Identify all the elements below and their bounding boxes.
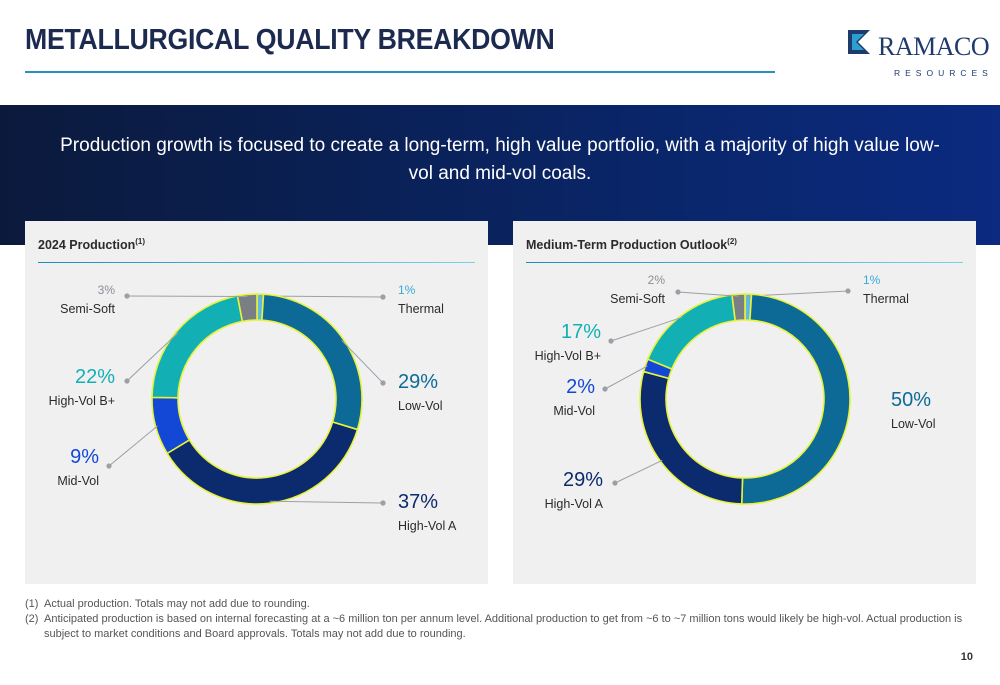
- leader-dot-semi-soft: [675, 289, 681, 295]
- value-label-high-vol-b: 17%: [561, 321, 601, 343]
- leader-line-mid-vol: [108, 425, 158, 467]
- leader-dot-high-vol-a: [380, 500, 386, 506]
- chart-title-2024: 2024 Production(1): [38, 237, 146, 253]
- slice-low-vol: [740, 293, 851, 505]
- value-label-low-vol: 29%: [398, 371, 438, 393]
- category-label-mid-vol: Mid-Vol: [57, 474, 99, 488]
- leader-line-low-vol: [341, 339, 384, 384]
- value-label-low-vol: 50%: [891, 389, 931, 411]
- leader-line-high-vol-b: [610, 316, 683, 342]
- leader-dot-high-vol-b: [124, 378, 130, 384]
- slice-semi-soft: [731, 293, 746, 322]
- donut-chart-outlook: 1% Thermal 50% Low-Vol 29% High-Vol A 2% Mid-Vo…: [535, 273, 936, 511]
- chart-title-outlook: Medium-Term Production Outlook(2): [526, 237, 737, 253]
- value-label-mid-vol: 2%: [566, 376, 595, 398]
- category-label-low-vol: Low-Vol: [891, 417, 935, 431]
- company-logo: RAMACO RESOURCES: [848, 26, 990, 82]
- value-label-mid-vol: 9%: [70, 446, 99, 468]
- slice-semi-soft: [236, 293, 258, 323]
- leader-dot-low-vol: [380, 380, 386, 386]
- page-title: METALLURGICAL QUALITY BREAKDOWN: [25, 24, 555, 56]
- leader-dot-thermal: [845, 288, 851, 294]
- panel-divider: [526, 262, 963, 263]
- category-label-thermal: Thermal: [863, 292, 909, 306]
- value-label-semi-soft: 2%: [648, 273, 666, 287]
- panel-divider: [38, 262, 475, 263]
- leader-dot-high-vol-a: [612, 480, 618, 486]
- slice-high-vol-b: [151, 294, 244, 399]
- leader-dot-high-vol-b: [608, 338, 614, 344]
- category-label-high-vol-a: High-Vol A: [398, 519, 457, 533]
- value-label-high-vol-a: 37%: [398, 491, 438, 513]
- category-label-high-vol-b: High-Vol B+: [49, 394, 115, 408]
- logo-subtitle: RESOURCES: [894, 68, 993, 78]
- logo-mark-icon: [848, 30, 870, 54]
- category-label-semi-soft: Semi-Soft: [60, 302, 115, 316]
- leader-line-high-vol-a: [614, 459, 663, 484]
- value-label-thermal: 1%: [398, 283, 416, 297]
- value-label-high-vol-b: 22%: [75, 366, 115, 388]
- footnotes: (1) Actual production. Totals may not ad…: [25, 597, 980, 642]
- slice-high-vol-a: [639, 370, 744, 505]
- category-label-low-vol: Low-Vol: [398, 399, 442, 413]
- page-number: 10: [960, 651, 973, 663]
- slice-low-vol: [261, 293, 363, 431]
- donut-chart-2024: 1% Thermal 29% Low-Vol 37% High-Vol A 9% Mid-Vo…: [49, 283, 457, 533]
- leader-line-mid-vol: [604, 365, 648, 390]
- value-label-thermal: 1%: [863, 273, 881, 287]
- value-label-semi-soft: 3%: [98, 283, 116, 297]
- banner-text: Production growth is focused to create a…: [60, 135, 940, 184]
- leader-dot-mid-vol: [602, 386, 608, 392]
- leader-line-semi-soft: [677, 291, 739, 297]
- title-divider: [25, 71, 775, 73]
- chart-panel-outlook: Medium-Term Production Outlook(2) 1% Ther…: [513, 221, 976, 584]
- leader-dot-semi-soft: [124, 293, 130, 299]
- footnote-2: (2) Anticipated production is based on i…: [25, 613, 963, 640]
- logo-wordmark: RAMACO: [878, 32, 990, 61]
- slice-high-vol-a: [166, 421, 359, 505]
- leader-dot-mid-vol: [106, 463, 112, 469]
- value-label-high-vol-a: 29%: [563, 469, 603, 491]
- footnote-1: (1) Actual production. Totals may not ad…: [25, 598, 310, 610]
- category-label-mid-vol: Mid-Vol: [553, 404, 595, 418]
- category-label-high-vol-a: High-Vol A: [545, 497, 604, 511]
- chart-panel-2024: 2024 Production(1) 1% Thermal 29% Low-Vol 37…: [25, 221, 488, 584]
- leader-line-high-vol-a: [269, 500, 384, 504]
- category-label-thermal: Thermal: [398, 302, 444, 316]
- leader-line-high-vol-b: [126, 332, 179, 382]
- leader-dot-thermal: [380, 294, 386, 300]
- category-label-high-vol-b: High-Vol B+: [535, 349, 601, 363]
- category-label-semi-soft: Semi-Soft: [610, 292, 665, 306]
